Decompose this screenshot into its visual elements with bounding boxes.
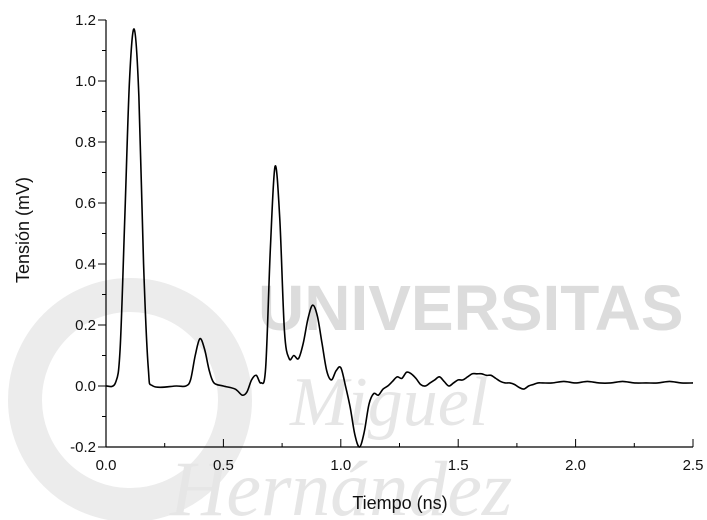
x-tick-label: 0.0 [96,457,117,474]
watermark-line-3: Hernández [169,445,512,520]
watermark-emblem [8,278,252,520]
x-tick-label: 2.0 [565,457,586,474]
watermark: UNIVERSITAS Miguel Hernández [8,272,684,520]
y-tick-label: 0.6 [75,195,96,212]
x-tick-label: 2.5 [683,457,704,474]
x-axis-ticks: 0.0 0.5 1.0 1.5 2.0 2.5 [96,439,704,474]
y-tick-label: 0.4 [75,256,96,273]
x-tick-label: 1.0 [330,457,351,474]
x-axis-label: Tiempo (ns) [352,493,447,513]
watermark-line-2: Miguel [289,364,488,441]
y-tick-label: 0.2 [75,317,96,334]
y-tick-label: 0.0 [75,378,96,395]
watermark-line-1: UNIVERSITAS [258,272,684,344]
y-tick-label: -0.2 [70,439,96,456]
y-tick-label: 1.2 [75,12,96,29]
y-tick-label: 1.0 [75,73,96,90]
y-axis-label: Tensión (mV) [13,177,33,283]
y-tick-label: 0.8 [75,134,96,151]
x-tick-label: 0.5 [213,457,234,474]
y-axis-ticks: -0.2 0.0 0.2 0.4 0.6 0.8 1.0 1.2 [70,12,106,456]
x-tick-label: 1.5 [448,457,469,474]
series-line [105,28,694,448]
